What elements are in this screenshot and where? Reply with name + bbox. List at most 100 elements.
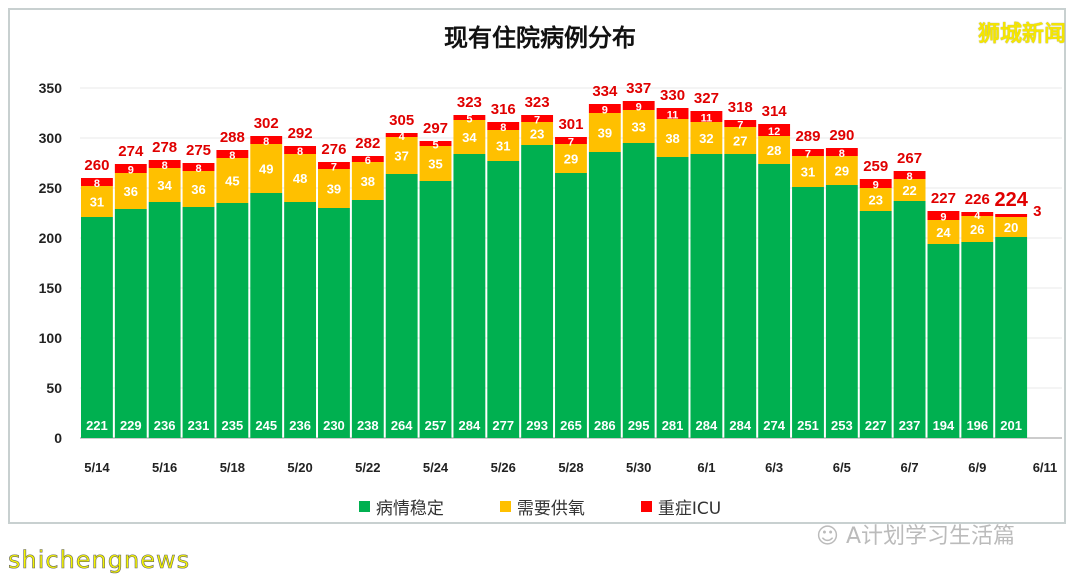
total-label: 224 [994, 189, 1028, 211]
total-label: 282 [355, 135, 380, 152]
x-tick-label: 5/16 [152, 460, 177, 475]
total-label: 330 [660, 87, 685, 104]
data-label: 284 [696, 418, 718, 433]
data-label: 264 [391, 418, 413, 433]
data-label: 24 [936, 225, 951, 240]
total-label: 259 [863, 158, 888, 175]
data-label: 22 [902, 183, 916, 198]
data-label: 8 [839, 148, 845, 160]
bar-stable [555, 173, 587, 438]
data-label: 8 [297, 146, 303, 158]
bar-stable [961, 242, 994, 438]
data-label: 236 [289, 418, 311, 433]
bar-stable [825, 185, 858, 438]
bar-stable [893, 201, 926, 438]
total-label: 334 [592, 83, 618, 100]
total-label: 297 [423, 120, 448, 137]
data-label: 23 [530, 127, 544, 142]
data-label: 245 [255, 418, 277, 433]
logo: 狮城新闻 [977, 22, 1066, 47]
data-label: 293 [526, 418, 548, 433]
data-label: 5 [466, 114, 472, 126]
data-label: 36 [191, 182, 205, 197]
bar-oxygen [81, 186, 113, 217]
total-label: 305 [389, 112, 414, 129]
bar-icu [114, 164, 147, 173]
bar-oxygen [724, 127, 757, 154]
bar-icu [622, 101, 655, 110]
bar-oxygen [758, 136, 791, 164]
x-tick-label: 5/26 [491, 460, 516, 475]
data-label: 26 [970, 222, 984, 237]
data-label: 31 [496, 139, 510, 154]
wechat-icon: ☺ [816, 524, 839, 549]
bar-oxygen [250, 144, 283, 193]
y-tick-label: 100 [39, 330, 63, 346]
data-label: 194 [933, 418, 955, 433]
data-label: 9 [602, 105, 608, 117]
bar-stable [385, 174, 418, 438]
data-label: 196 [966, 418, 988, 433]
total-label: 227 [931, 190, 956, 207]
bar-icu [859, 179, 892, 188]
total-label: 288 [220, 129, 245, 146]
bar-oxygen [385, 137, 418, 174]
bar-icu [419, 141, 452, 146]
bar-oxygen [351, 162, 384, 200]
data-label: 11 [701, 113, 713, 125]
legend-label: 重症ICU [657, 499, 722, 519]
data-label: 251 [797, 418, 819, 433]
data-label: 48 [293, 171, 307, 186]
data-label: 5 [432, 140, 438, 152]
data-label: 253 [831, 418, 853, 433]
bar-oxygen [927, 220, 960, 244]
x-tick-label: 6/5 [833, 460, 851, 475]
bar-oxygen [656, 119, 689, 157]
bar-stable [690, 154, 723, 438]
x-tick-label: 6/11 [1033, 460, 1058, 475]
data-label: 274 [763, 418, 785, 433]
bar-oxygen [114, 173, 147, 209]
data-label: 277 [492, 418, 514, 433]
data-label: 9 [873, 180, 879, 192]
bar-stable [724, 154, 757, 438]
x-tick-label: 5/14 [84, 460, 110, 475]
x-tick-label: 5/28 [558, 460, 583, 475]
total-label: 290 [829, 127, 854, 144]
bar-stable [318, 208, 350, 438]
data-label: 33 [631, 120, 645, 135]
data-label: 9 [636, 102, 642, 114]
total-label: 301 [558, 116, 583, 133]
data-label: 29 [835, 164, 849, 179]
x-tick-label: 5/18 [220, 460, 245, 475]
y-tick-label: 300 [39, 130, 63, 146]
data-label: 9 [940, 212, 946, 224]
bar-stable [114, 209, 147, 438]
wechat-watermark: ☺ A计划学习生活篇 [816, 518, 1015, 550]
bar-oxygen [487, 130, 520, 161]
total-label: 278 [152, 139, 177, 156]
bar-icu [555, 137, 587, 144]
bar-icu [792, 149, 824, 156]
total-label: 316 [491, 101, 516, 118]
bar-stable [859, 211, 892, 438]
bar-oxygen [318, 169, 350, 208]
x-tick-label: 5/24 [423, 460, 449, 475]
total-label: 267 [897, 150, 922, 167]
data-label: 38 [361, 174, 375, 189]
bar-stable [792, 187, 824, 438]
data-label: 7 [568, 137, 574, 149]
x-tick-label: 5/30 [626, 460, 651, 475]
bar-stable [250, 193, 283, 438]
legend-item-stable: 病情稳定 [358, 494, 444, 519]
data-label: 20 [1004, 220, 1018, 235]
y-tick-label: 150 [39, 280, 63, 296]
total-label: 327 [694, 90, 719, 107]
bar-stable [487, 161, 520, 438]
data-label: 8 [195, 163, 201, 175]
data-label: 8 [229, 150, 235, 162]
bar-oxygen [521, 122, 554, 145]
total-label: 292 [288, 125, 313, 142]
data-label: 237 [899, 418, 921, 433]
data-label: 257 [425, 418, 447, 433]
